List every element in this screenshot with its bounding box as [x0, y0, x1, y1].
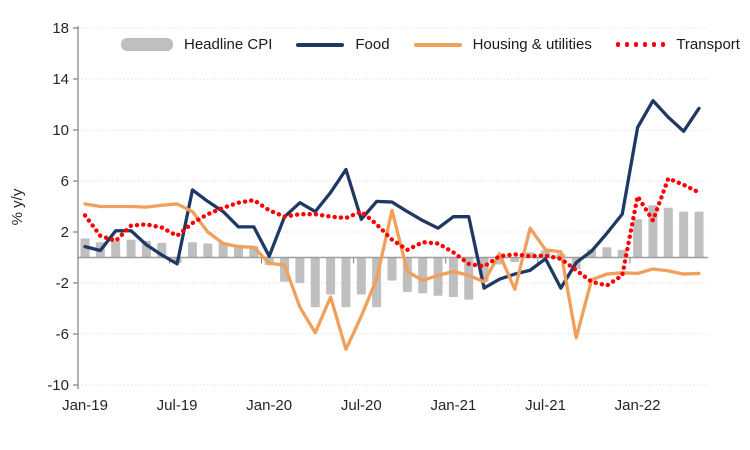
- bar: [187, 242, 197, 258]
- svg-text:6: 6: [61, 173, 69, 190]
- gridlines: [78, 27, 708, 386]
- bar: [633, 219, 643, 258]
- svg-text:-10: -10: [47, 377, 69, 394]
- dots-transport: [82, 176, 702, 288]
- bar: [203, 243, 213, 258]
- y-axis-ticks: [73, 27, 78, 386]
- bar: [111, 240, 121, 258]
- legend-item-housing-utilities: Housing & utilities: [413, 36, 592, 53]
- bar-swatch-icon: [121, 38, 173, 51]
- x-axis-ticks: [168, 257, 631, 264]
- legend-label-transport: Transport: [676, 36, 740, 53]
- svg-text:-6: -6: [56, 326, 69, 343]
- bar: [356, 257, 366, 295]
- bars-headline-cpi: [80, 205, 704, 308]
- svg-text:Jul-21: Jul-21: [525, 397, 566, 414]
- bar: [648, 205, 658, 258]
- y-axis-title: % y/y: [9, 188, 26, 225]
- bar: [448, 257, 458, 298]
- bar: [387, 257, 397, 281]
- legend-item-headline-cpi: Headline CPI: [121, 36, 272, 53]
- bar: [464, 257, 474, 300]
- bar: [126, 239, 136, 258]
- legend-item-transport: Transport: [615, 36, 740, 53]
- svg-text:Jan-22: Jan-22: [615, 397, 661, 414]
- bar: [295, 257, 305, 283]
- legend-label-headline-cpi: Headline CPI: [184, 36, 273, 53]
- bar: [341, 257, 351, 308]
- bar: [218, 242, 228, 258]
- svg-text:Jul-20: Jul-20: [341, 397, 382, 414]
- svg-text:-2: -2: [56, 275, 69, 292]
- line-swatch-icon: [413, 42, 462, 47]
- x-axis-labels: Jan-19 Jul-19 Jan-20 Jul-20 Jan-21 Jul-21 Jan-…: [62, 397, 660, 414]
- line-food: [83, 99, 701, 290]
- legend-item-food: Food: [296, 36, 390, 53]
- bar: [310, 257, 320, 308]
- svg-text:14: 14: [52, 71, 69, 88]
- line-swatch-icon: [296, 42, 345, 47]
- svg-text:18: 18: [52, 20, 69, 37]
- dotted-swatch-icon: [615, 42, 666, 47]
- svg-text:Jan-20: Jan-20: [246, 397, 292, 414]
- bar: [602, 247, 612, 258]
- bar: [694, 211, 704, 258]
- svg-text:10: 10: [52, 122, 69, 139]
- y-axis-labels: 18 14 10 6 2 -2 -6 -10: [47, 20, 69, 394]
- chart-legend: Headline CPI Food Housing & utilities Tr…: [121, 36, 740, 53]
- legend-label-food: Food: [355, 36, 390, 53]
- svg-text:Jul-19: Jul-19: [157, 397, 198, 414]
- bar: [679, 211, 689, 258]
- bar: [418, 257, 428, 294]
- legend-label-housing-utilities: Housing & utilities: [472, 36, 592, 53]
- bar: [663, 207, 673, 258]
- bar: [510, 257, 520, 262]
- svg-text:2: 2: [61, 224, 69, 241]
- line-housing-utilities: [83, 202, 701, 351]
- svg-text:Jan-19: Jan-19: [62, 397, 108, 414]
- bar: [326, 257, 336, 295]
- svg-text:Jan-21: Jan-21: [430, 397, 476, 414]
